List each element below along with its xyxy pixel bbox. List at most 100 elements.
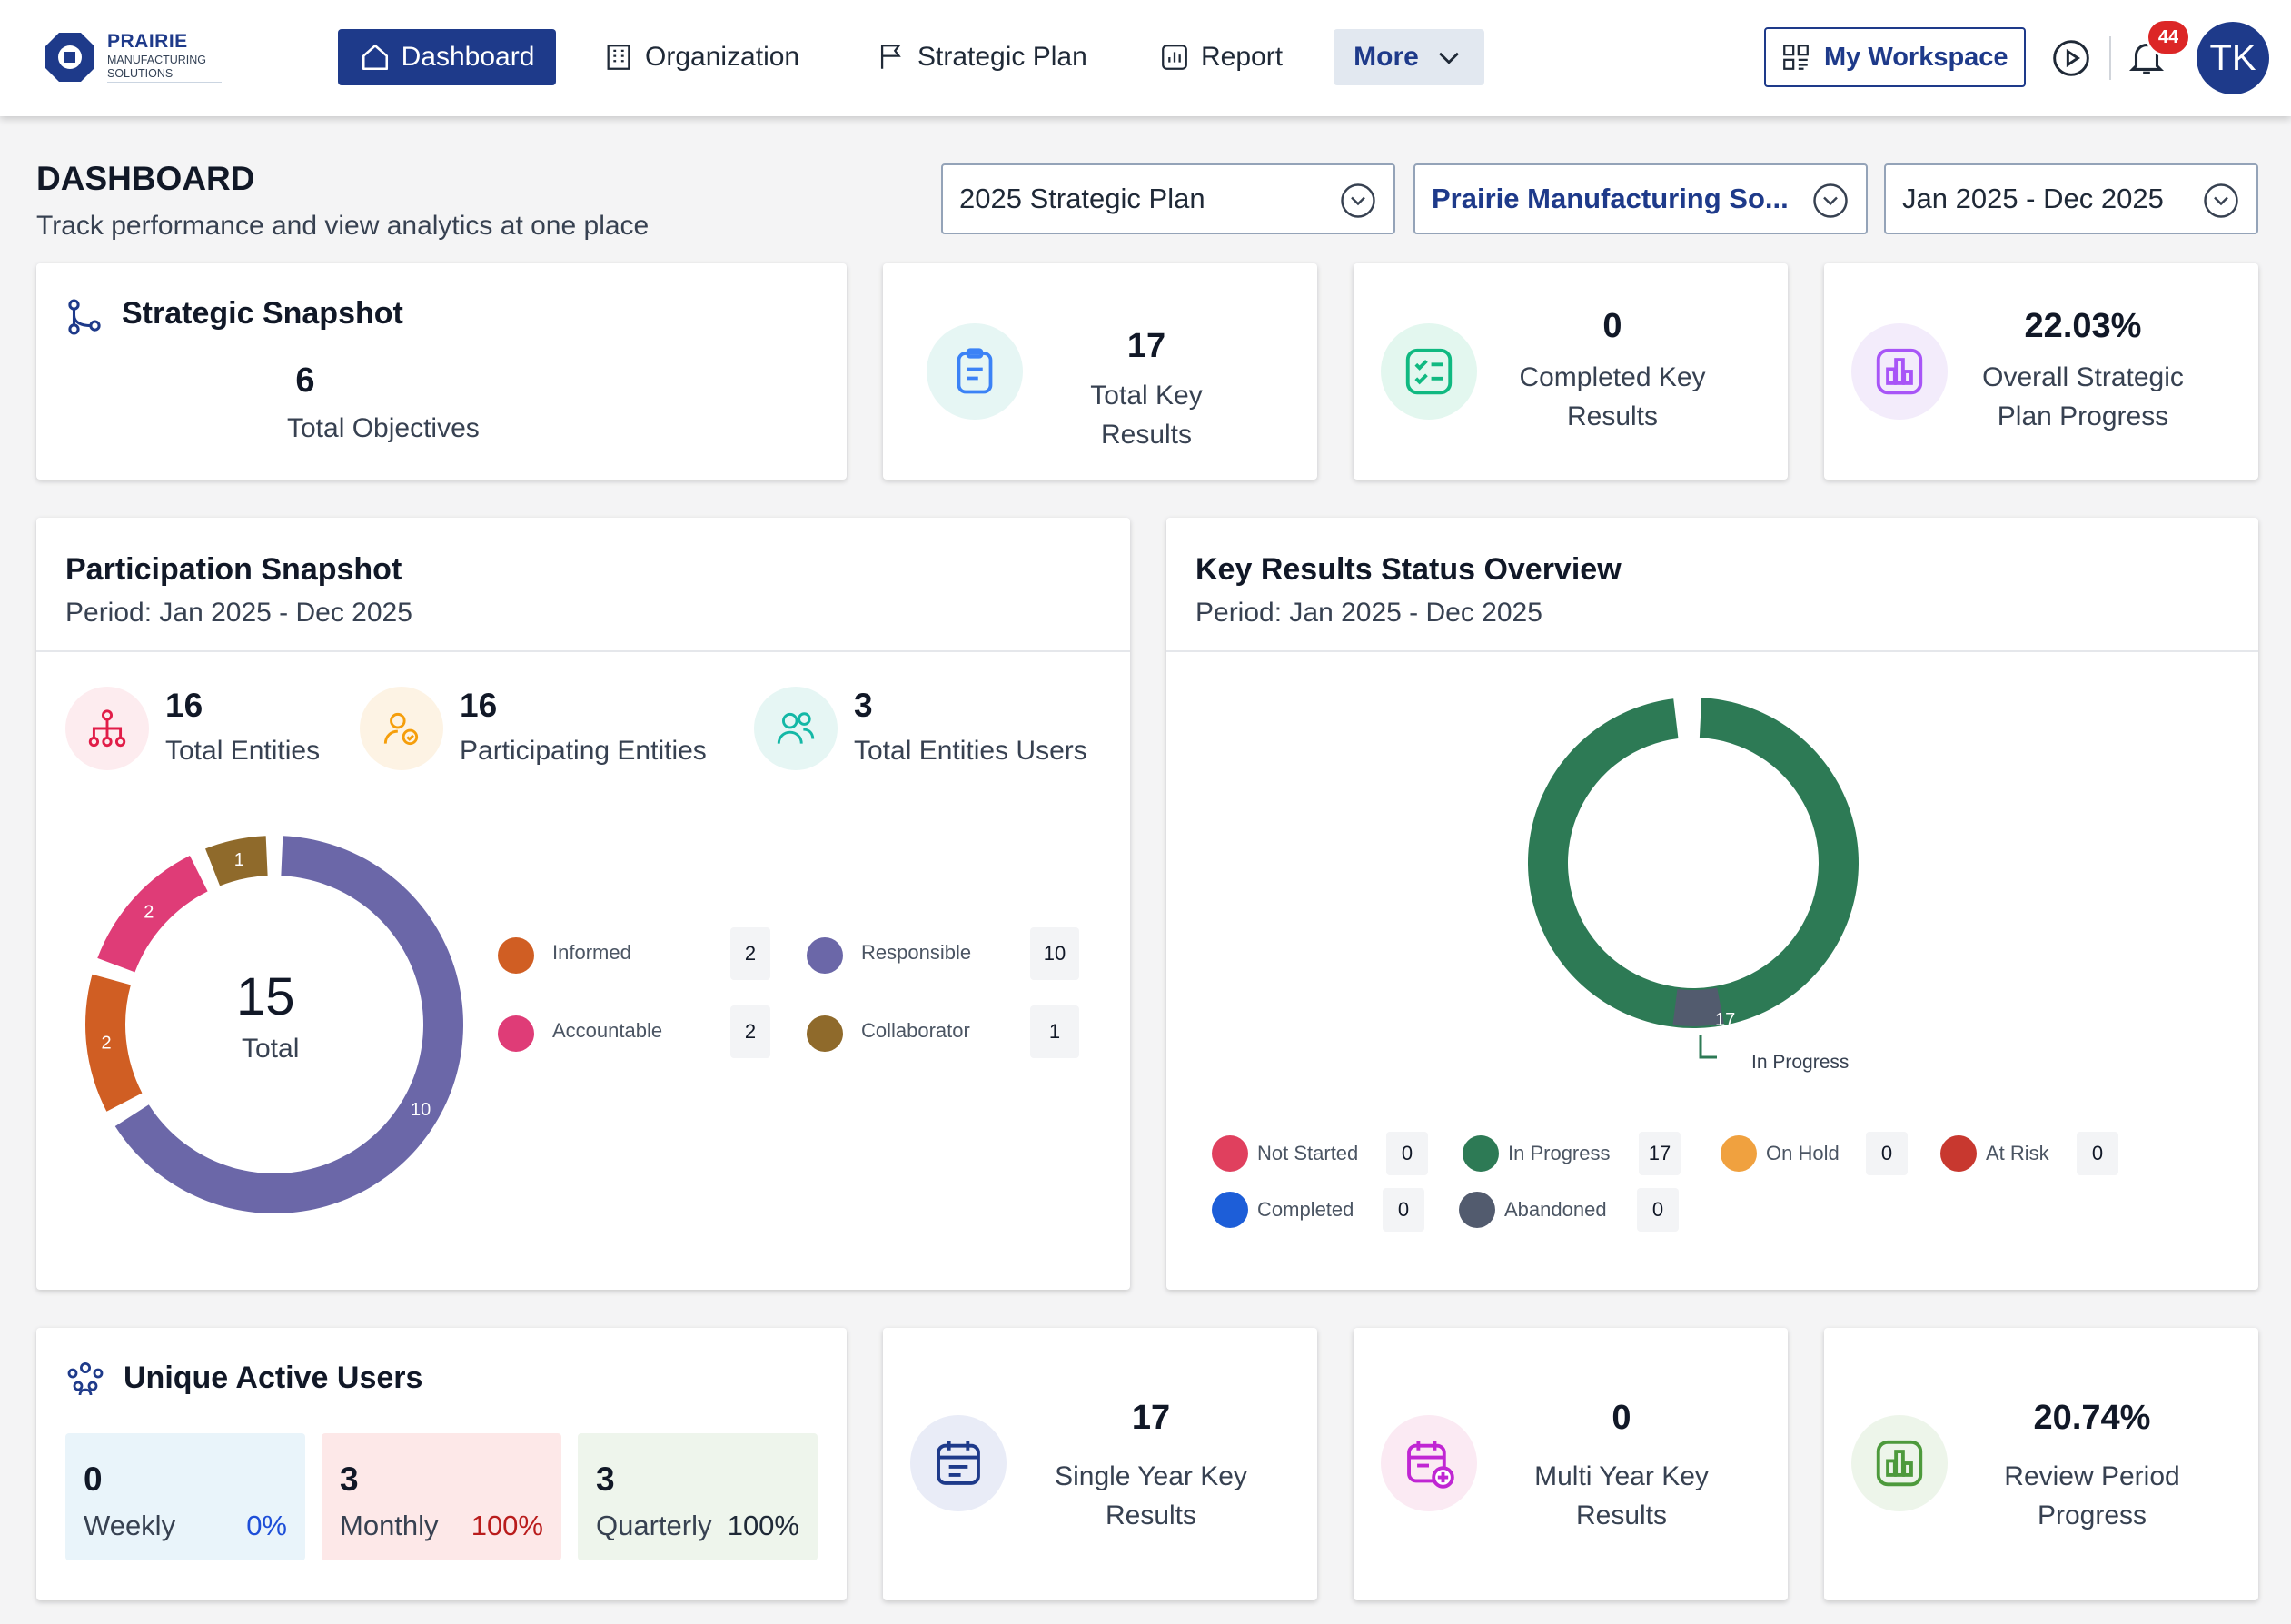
donut-slice-label-informed: 2 xyxy=(101,1033,111,1053)
legend-label-accountable[interactable]: Accountable xyxy=(552,1019,663,1042)
nav-report-label: Report xyxy=(1201,42,1284,72)
completed-key-results-label: Completed Key Results xyxy=(1519,362,1706,431)
quarterly-users-box: 3 Quarterly 100% xyxy=(578,1433,818,1560)
nav-dashboard-label: Dashboard xyxy=(401,42,535,72)
brand-underline xyxy=(107,82,222,83)
monthly-users-value: 3 xyxy=(340,1461,359,1498)
kr-legend-count-on-hold: 0 xyxy=(1866,1132,1908,1175)
kr-legend-dot-in-progress xyxy=(1463,1135,1499,1172)
donut-slice-collaborator[interactable] xyxy=(205,836,268,886)
single-year-kr-label: Single Year Key Results xyxy=(1055,1461,1247,1530)
total-key-results-value: 17 xyxy=(1126,327,1166,365)
total-entities-users-value: 3 xyxy=(854,687,873,724)
organization-select[interactable]: Prairie Manufacturing So... xyxy=(1413,163,1868,234)
multi-year-kr-label: Multi Year Key Results xyxy=(1534,1461,1709,1530)
kr-legend-count-in-progress: 17 xyxy=(1639,1132,1681,1175)
strategic-plan-select[interactable]: 2025 Strategic Plan xyxy=(941,163,1395,234)
legend-count-informed: 2 xyxy=(730,927,770,980)
user-avatar[interactable]: TK xyxy=(2197,22,2269,94)
page-title: DASHBOARD xyxy=(36,160,255,197)
total-objectives-label: Total Objectives xyxy=(287,413,480,443)
weekly-users-box: 0 Weekly 0% xyxy=(65,1433,305,1560)
nav-organization-label: Organization xyxy=(645,42,800,72)
notification-badge: 44 xyxy=(2146,18,2191,56)
donut-total-label: Total xyxy=(242,1034,300,1064)
monthly-users-pct: 100% xyxy=(471,1510,543,1541)
kr-legend-count-at-risk: 0 xyxy=(2077,1132,2118,1175)
users-icon xyxy=(777,712,815,744)
kr-legend-label-abandoned[interactable]: Abandoned xyxy=(1504,1198,1607,1221)
kr-legend-label-not-started[interactable]: Not Started xyxy=(1257,1142,1359,1164)
kr-legend-count-abandoned: 0 xyxy=(1637,1188,1679,1232)
clipboard-icon-wrap xyxy=(927,323,1023,420)
weekly-users-label: Weekly xyxy=(84,1510,176,1541)
kr-callout-label: In Progress xyxy=(1751,1052,1850,1073)
legend-dot-accountable xyxy=(498,1015,534,1052)
review-period-progress-label: Review Period Progress xyxy=(2004,1461,2180,1530)
monthly-users-label: Monthly xyxy=(340,1510,439,1541)
bar-chart-icon xyxy=(1876,1440,1923,1487)
brand-logo[interactable]: PRAIRIE MANUFACTURING SOLUTIONS xyxy=(44,29,222,87)
completed-key-results-card: 0 Completed Key Results xyxy=(1354,263,1788,480)
chevron-down-circle-icon xyxy=(1813,183,1848,218)
date-range-select[interactable]: Jan 2025 - Dec 2025 xyxy=(1884,163,2258,234)
nav-dashboard[interactable]: Dashboard xyxy=(338,29,556,85)
strategic-snapshot-card: Strategic Snapshot 6 Total Objectives xyxy=(36,263,847,480)
calendar-icon xyxy=(937,1441,980,1485)
nav-more-label: More xyxy=(1354,42,1419,72)
overall-progress-label: Overall Strategic Plan Progress xyxy=(1982,362,2184,431)
legend-label-responsible[interactable]: Responsible xyxy=(861,941,972,964)
user-check-icon-wrap xyxy=(360,687,443,770)
users-group-icon xyxy=(67,1362,104,1396)
kr-legend-dot-completed xyxy=(1212,1192,1248,1228)
checklist-icon xyxy=(1405,348,1453,395)
kr-callout-value: 17 xyxy=(1715,1010,1736,1030)
chevron-down-circle-icon xyxy=(2204,183,2238,218)
org-tree-icon-wrap xyxy=(65,687,149,770)
nav-organization[interactable]: Organization xyxy=(603,29,799,85)
kr-legend-dot-abandoned xyxy=(1459,1192,1495,1228)
kr-status-period: Period: Jan 2025 - Dec 2025 xyxy=(1195,598,1542,628)
weekly-users-value: 0 xyxy=(84,1461,103,1498)
nav-more-dropdown[interactable]: More xyxy=(1334,29,1484,85)
kr-legend-label-completed[interactable]: Completed xyxy=(1257,1198,1354,1221)
checklist-icon-wrap xyxy=(1381,323,1477,420)
chevron-down-circle-icon xyxy=(1341,183,1375,218)
nav-report[interactable]: Report xyxy=(1159,29,1283,85)
participation-donut-chart: 10 2 2 1 xyxy=(85,836,464,1213)
kr-donut-slice-in-progress[interactable] xyxy=(1528,698,1859,1028)
kr-legend-label-on-hold[interactable]: On Hold xyxy=(1766,1142,1840,1164)
my-workspace-button[interactable]: My Workspace xyxy=(1764,27,2026,87)
participation-period: Period: Jan 2025 - Dec 2025 xyxy=(65,598,412,628)
legend-dot-collaborator xyxy=(807,1015,843,1052)
review-period-progress-value: 20.74% xyxy=(2033,1399,2151,1437)
report-chart-icon xyxy=(1162,45,1187,70)
play-circle-icon[interactable] xyxy=(2051,38,2091,78)
kr-legend-label-in-progress[interactable]: In Progress xyxy=(1508,1142,1611,1164)
quarterly-users-value: 3 xyxy=(596,1461,615,1498)
organization-select-value: Prairie Manufacturing So... xyxy=(1432,183,1789,214)
branch-icon xyxy=(68,299,101,335)
overall-progress-value: 22.03% xyxy=(2024,307,2142,345)
nav-strategic-plan[interactable]: Strategic Plan xyxy=(876,29,1087,85)
legend-dot-informed xyxy=(498,937,534,974)
donut-slice-informed[interactable] xyxy=(85,974,143,1112)
brand-tagline: MANUFACTURING SOLUTIONS xyxy=(107,54,207,80)
bar-chart-icon xyxy=(1876,348,1923,395)
kr-legend-count-completed: 0 xyxy=(1383,1188,1424,1232)
donut-slice-label-accountable: 2 xyxy=(144,903,154,923)
my-workspace-label: My Workspace xyxy=(1824,42,2008,72)
kr-legend-label-at-risk[interactable]: At Risk xyxy=(1986,1142,2049,1164)
total-entities-users-label: Total Entities Users xyxy=(854,736,1087,766)
legend-dot-responsible xyxy=(807,937,843,974)
legend-label-collaborator[interactable]: Collaborator xyxy=(861,1019,970,1042)
brand-name: PRAIRIE xyxy=(107,31,188,52)
legend-label-informed[interactable]: Informed xyxy=(552,941,631,964)
single-year-kr-value: 17 xyxy=(1131,1399,1171,1437)
donut-slice-accountable[interactable] xyxy=(97,855,208,973)
donut-slice-label-collaborator: 1 xyxy=(234,850,244,870)
total-key-results-label: Total Key Results xyxy=(1090,381,1203,450)
building-icon xyxy=(607,45,630,70)
clipboard-icon xyxy=(957,348,993,394)
bar-chart-icon-wrap xyxy=(1851,323,1948,420)
